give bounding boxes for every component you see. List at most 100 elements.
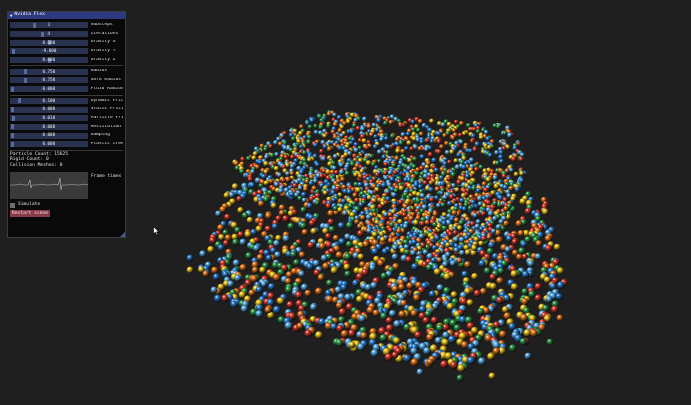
param-slider[interactable]: 0.100 [10, 97, 88, 104]
particle [308, 180, 314, 187]
particle [343, 263, 351, 271]
particle [397, 218, 403, 225]
particle [359, 133, 366, 140]
slider-grab-handle[interactable] [11, 124, 14, 130]
particle [391, 351, 399, 359]
particle [506, 193, 512, 199]
slider-grab-handle[interactable] [40, 31, 44, 37]
param-slider[interactable]: 0.750 [10, 77, 88, 84]
particle [257, 200, 265, 208]
particle [324, 322, 333, 330]
frame-times-graph[interactable] [10, 172, 89, 200]
slider-grab-handle[interactable] [11, 115, 15, 121]
particle [278, 209, 286, 217]
slider-grab-handle[interactable] [33, 22, 37, 28]
param-slider[interactable]: 0.000 [10, 39, 88, 46]
particle [431, 244, 438, 251]
particle [555, 293, 563, 301]
particle [383, 175, 389, 181]
param-slider[interactable]: -9.800 [10, 48, 88, 55]
param-row: 3 Substeps [10, 22, 123, 29]
particle [231, 233, 239, 241]
particle [453, 119, 459, 125]
particle [391, 227, 398, 233]
slider-grab-handle[interactable] [11, 133, 14, 139]
particle [483, 187, 489, 193]
slider-grab-handle[interactable] [24, 69, 28, 75]
particle [373, 134, 378, 139]
slider-value: 0.000 [42, 106, 56, 112]
collapse-arrow-icon[interactable]: ▼ [10, 12, 13, 18]
slider-grab-handle[interactable] [11, 86, 14, 92]
restart-scene-button[interactable]: Restart scene [10, 210, 50, 218]
param-slider[interactable]: 0.750 [10, 68, 88, 75]
param-slider[interactable]: 0.000 [10, 86, 88, 93]
particle [436, 284, 444, 292]
simulate-checkbox[interactable] [10, 202, 15, 208]
particle [518, 156, 524, 162]
particle [376, 158, 382, 164]
particle [332, 112, 337, 118]
particle [302, 157, 308, 163]
particle [351, 123, 357, 129]
param-row: 0.750 Sord Radius [10, 77, 123, 84]
simulate-label: Simulate [18, 201, 41, 207]
param-slider[interactable]: 0.000 [10, 141, 88, 148]
particle [480, 235, 487, 242]
particle [336, 115, 342, 121]
particle [416, 368, 424, 376]
particle [464, 249, 471, 256]
particle [251, 261, 259, 269]
particle [338, 308, 347, 316]
simulate-checkbox-row[interactable]: Simulate [10, 202, 123, 208]
slider-list: 3 Substeps 4 Iterations 0.000 Gravity X -9.800… [10, 22, 123, 148]
panel-title-bar[interactable]: ▼ Nvidia Flex [8, 12, 125, 19]
particle [284, 321, 293, 330]
param-slider[interactable]: 3 [10, 22, 88, 29]
particle [217, 224, 225, 232]
particle [383, 161, 389, 167]
particle [530, 329, 538, 338]
particle [286, 301, 294, 309]
param-label: Dynamic Frictio [90, 98, 123, 103]
param-slider[interactable]: 0.000 [10, 57, 88, 64]
particle [292, 182, 298, 189]
param-slider[interactable]: 4 [10, 31, 88, 38]
particle [384, 353, 393, 362]
slider-grab-handle[interactable] [18, 98, 22, 104]
slider-grab-handle[interactable] [48, 57, 51, 63]
particle [211, 266, 219, 274]
particle [350, 216, 356, 222]
param-slider[interactable]: 0.010 [10, 115, 88, 122]
particle [501, 173, 507, 179]
particle [461, 164, 467, 170]
slider-grab-handle[interactable] [11, 107, 14, 113]
particle [483, 129, 489, 135]
particle [497, 195, 504, 201]
param-slider[interactable]: 0.000 [10, 123, 88, 130]
particle [431, 157, 437, 164]
particle [424, 310, 432, 318]
particle [398, 310, 406, 318]
particle [534, 253, 542, 260]
particle [415, 167, 421, 173]
param-slider[interactable]: 0.000 [10, 132, 88, 139]
particle [492, 175, 498, 181]
particle [298, 251, 306, 259]
particle [498, 219, 504, 225]
particle [301, 150, 308, 156]
resize-grip-icon[interactable] [120, 232, 125, 237]
particle [553, 243, 561, 251]
param-slider[interactable]: 0.000 [10, 106, 88, 113]
param-label: Gravity X [90, 40, 116, 45]
particle [545, 244, 552, 252]
slider-grab-handle[interactable] [48, 40, 51, 46]
particle [322, 144, 328, 150]
particle [471, 245, 478, 251]
slider-grab-handle[interactable] [12, 48, 16, 54]
particle [288, 132, 294, 138]
slider-grab-handle[interactable] [11, 141, 14, 147]
nvidia-flex-panel[interactable]: ▼ Nvidia Flex 3 Substeps 4 Iterations 0.000 G… [7, 11, 126, 238]
slider-grab-handle[interactable] [24, 77, 28, 83]
